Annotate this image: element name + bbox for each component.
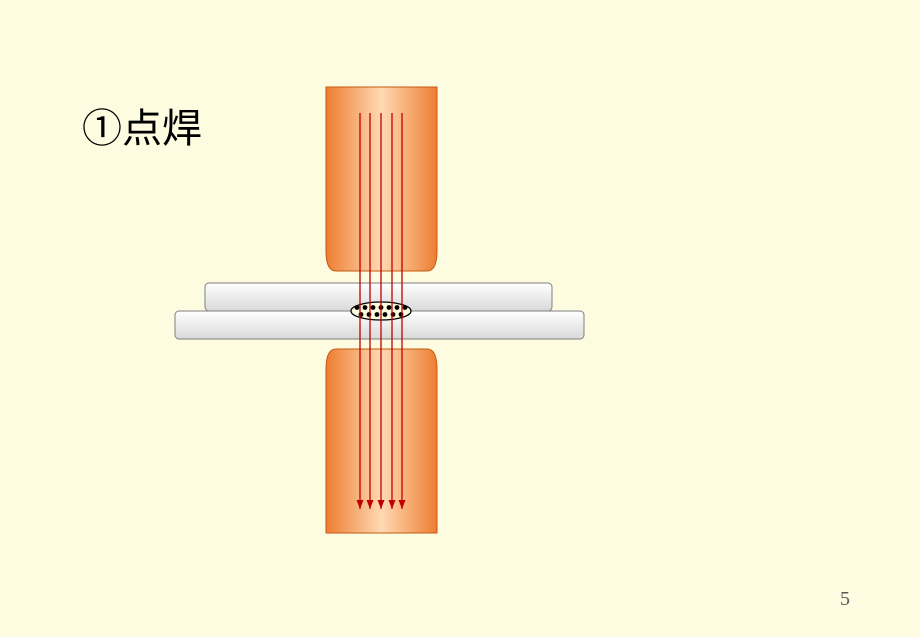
nugget-dot [403,305,408,310]
nugget-dot [375,312,380,317]
nugget-dot [391,312,396,317]
slide: ①点焊 5 [0,0,920,637]
nugget-dot [363,305,368,310]
nugget-dot [387,305,392,310]
page-number: 5 [840,588,850,611]
nugget-dot [367,312,372,317]
slide-title: ①点焊 [82,96,202,154]
nugget-dot [371,305,376,310]
nugget-dot [359,312,364,317]
nugget-dot [399,312,404,317]
nugget-dot [395,305,400,310]
nugget-dot [383,312,388,317]
nugget-dot [355,305,360,310]
